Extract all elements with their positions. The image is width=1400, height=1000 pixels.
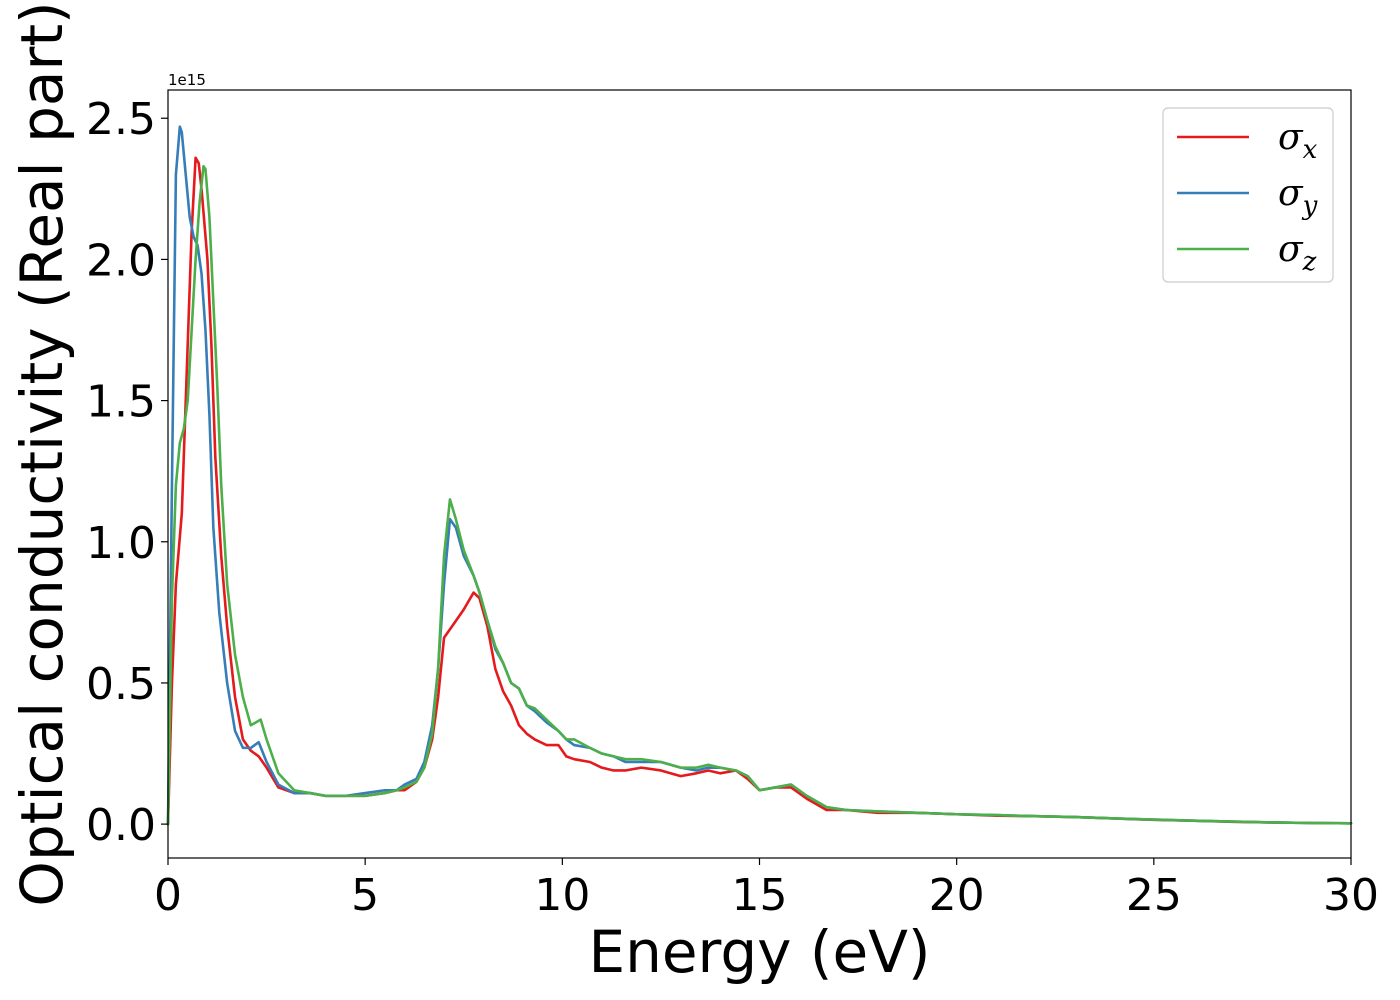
y-axis: 0.0 0.5 1.0 1.5 2.0 2.5 xyxy=(86,94,168,851)
x-tick-label: 25 xyxy=(1126,870,1182,921)
y-tick-label: 1.5 xyxy=(86,377,156,428)
y-tick-label: 0.5 xyxy=(86,659,156,710)
x-axis-label: Energy (eV) xyxy=(588,918,930,986)
x-tick-label: 5 xyxy=(351,870,379,921)
x-tick-label: 15 xyxy=(732,870,788,921)
y-axis-label: Optical conductivity (Real part) xyxy=(8,1,76,906)
x-tick-label: 30 xyxy=(1323,870,1379,921)
x-tick-label: 10 xyxy=(534,870,590,921)
x-axis: 0 5 10 15 20 25 30 xyxy=(154,858,1379,921)
y-tick-label: 0.0 xyxy=(86,800,156,851)
series-layer xyxy=(166,125,1353,826)
y-tick-label: 1.0 xyxy=(86,518,156,569)
legend: σx σy σz xyxy=(1162,107,1334,283)
y-offset-label: 1e15 xyxy=(168,71,206,89)
x-tick-label: 0 xyxy=(154,870,182,921)
series-line-z xyxy=(166,164,1353,826)
y-tick-label: 2.5 xyxy=(86,94,156,145)
legend-label-x: σx xyxy=(1278,117,1318,165)
y-tick-label: 2.0 xyxy=(86,235,156,286)
legend-label-y: σy xyxy=(1278,173,1318,221)
x-tick-label: 20 xyxy=(929,870,985,921)
legend-label-z: σz xyxy=(1278,229,1317,277)
legend-box xyxy=(1162,107,1334,283)
